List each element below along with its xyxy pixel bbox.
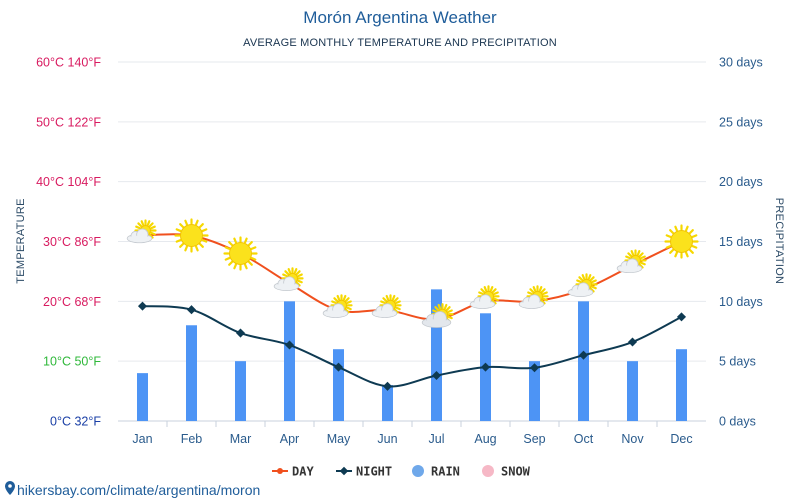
precipitation-tick-label: 0 days [719, 415, 756, 429]
night-temperature-line [142, 305, 682, 388]
night-point [235, 328, 246, 338]
month-tick-label: Aug [474, 432, 496, 446]
month-axis: Jan Feb Mar Apr May Jun Jul Aug Sep Oct Nov Dec [132, 432, 692, 446]
precipitation-tick-label: 15 days [719, 235, 763, 249]
partly-cloudy-icon [126, 219, 157, 244]
rain-bar [186, 325, 197, 421]
rain-bar [137, 373, 148, 421]
chart-subtitle: AVERAGE MONTHLY TEMPERATURE AND PRECIPIT… [243, 37, 557, 49]
precipitation-tick-label: 10 days [719, 295, 763, 309]
legend-item-snow[interactable]: SNOW [482, 465, 531, 479]
legend-label: RAIN [431, 465, 460, 479]
rain-bar [529, 361, 540, 421]
night-point [627, 337, 638, 347]
month-tick-label: Jul [429, 432, 445, 446]
temperature-axis-title: TEMPERATURE [15, 198, 27, 284]
month-tick-label: Jun [377, 432, 397, 446]
partly-cloudy-icon [469, 285, 500, 309]
legend-label: NIGHT [356, 465, 392, 479]
night-point [529, 363, 540, 373]
month-tick-label: Sep [523, 432, 545, 446]
grid-lines [118, 61, 706, 427]
partly-cloudy-icon [518, 285, 549, 309]
month-tick-label: Mar [230, 432, 252, 446]
rain-bar [578, 301, 589, 421]
legend-marker [339, 466, 349, 476]
sun-icon [664, 224, 699, 259]
rain-bar [431, 289, 442, 421]
month-tick-label: Dec [670, 432, 692, 446]
precipitation-axis-title: PRECIPITATION [773, 198, 785, 285]
partly-cloudy-icon [371, 294, 402, 318]
legend-label: SNOW [501, 465, 531, 479]
rain-bar [382, 385, 393, 421]
precipitation-tick-label: 5 days [719, 355, 756, 369]
temperature-tick-label: 10°C 50°F [43, 355, 101, 369]
rain-bar [235, 361, 246, 421]
night-point [137, 301, 148, 311]
month-tick-label: Feb [181, 432, 203, 446]
month-tick-label: May [327, 432, 351, 446]
partly-cloudy-icon [616, 249, 647, 274]
temperature-tick-label: 50°C 122°F [36, 115, 101, 129]
night-point [186, 305, 197, 315]
sun-icon [174, 218, 209, 253]
precipitation-axis: 0 days 5 days 10 days 15 days 20 days 25 days… [719, 56, 763, 429]
rain-bar [676, 349, 687, 421]
temperature-tick-label: 40°C 104°F [36, 175, 101, 189]
precipitation-tick-label: 25 days [719, 115, 763, 129]
night-point [676, 312, 687, 322]
sun-icon [223, 236, 258, 271]
month-tick-label: Oct [574, 432, 594, 446]
footer[interactable]: hikersbay.com/climate/argentina/moron [5, 481, 260, 498]
partly-cloudy-icon [567, 273, 598, 297]
legend-item-rain[interactable]: RAIN [412, 465, 460, 479]
legend-marker [277, 468, 283, 474]
partly-cloudy-icon [273, 267, 304, 291]
rain-bars [137, 289, 687, 421]
partly-cloudy-icon [322, 294, 353, 318]
temperature-tick-label: 0°C 32°F [50, 415, 101, 429]
rain-bar [627, 361, 638, 421]
temperature-tick-label: 60°C 140°F [36, 56, 101, 70]
month-tick-label: Apr [280, 432, 299, 446]
night-point [578, 350, 589, 360]
rain-bar [284, 301, 295, 421]
temperature-lines [137, 232, 687, 391]
temperature-tick-label: 30°C 86°F [43, 235, 101, 249]
rain-bar [333, 349, 344, 421]
temperature-tick-label: 20°C 68°F [43, 295, 101, 309]
footer-url[interactable]: hikersbay.com/climate/argentina/moron [17, 482, 260, 498]
temperature-axis: 0°C 32°F 10°C 50°F 20°C 68°F 30°C 86°F 40°C … [36, 56, 101, 429]
legend-item-day[interactable]: DAY [272, 465, 314, 479]
chart-legend: DAY NIGHT RAIN SNOW [272, 465, 531, 479]
precipitation-tick-label: 30 days [719, 56, 763, 70]
precipitation-tick-label: 20 days [719, 175, 763, 189]
day-temperature-line [142, 233, 682, 321]
legend-label: DAY [292, 465, 314, 479]
cloudy-icon [421, 303, 454, 328]
month-tick-label: Jan [132, 432, 152, 446]
month-tick-label: Nov [621, 432, 644, 446]
weather-icons [126, 218, 699, 328]
legend-item-night[interactable]: NIGHT [336, 465, 392, 479]
legend-swatch [412, 465, 424, 477]
legend-swatch [482, 465, 494, 477]
chart-title: Morón Argentina Weather [303, 8, 497, 27]
location-pin-icon [5, 481, 15, 495]
